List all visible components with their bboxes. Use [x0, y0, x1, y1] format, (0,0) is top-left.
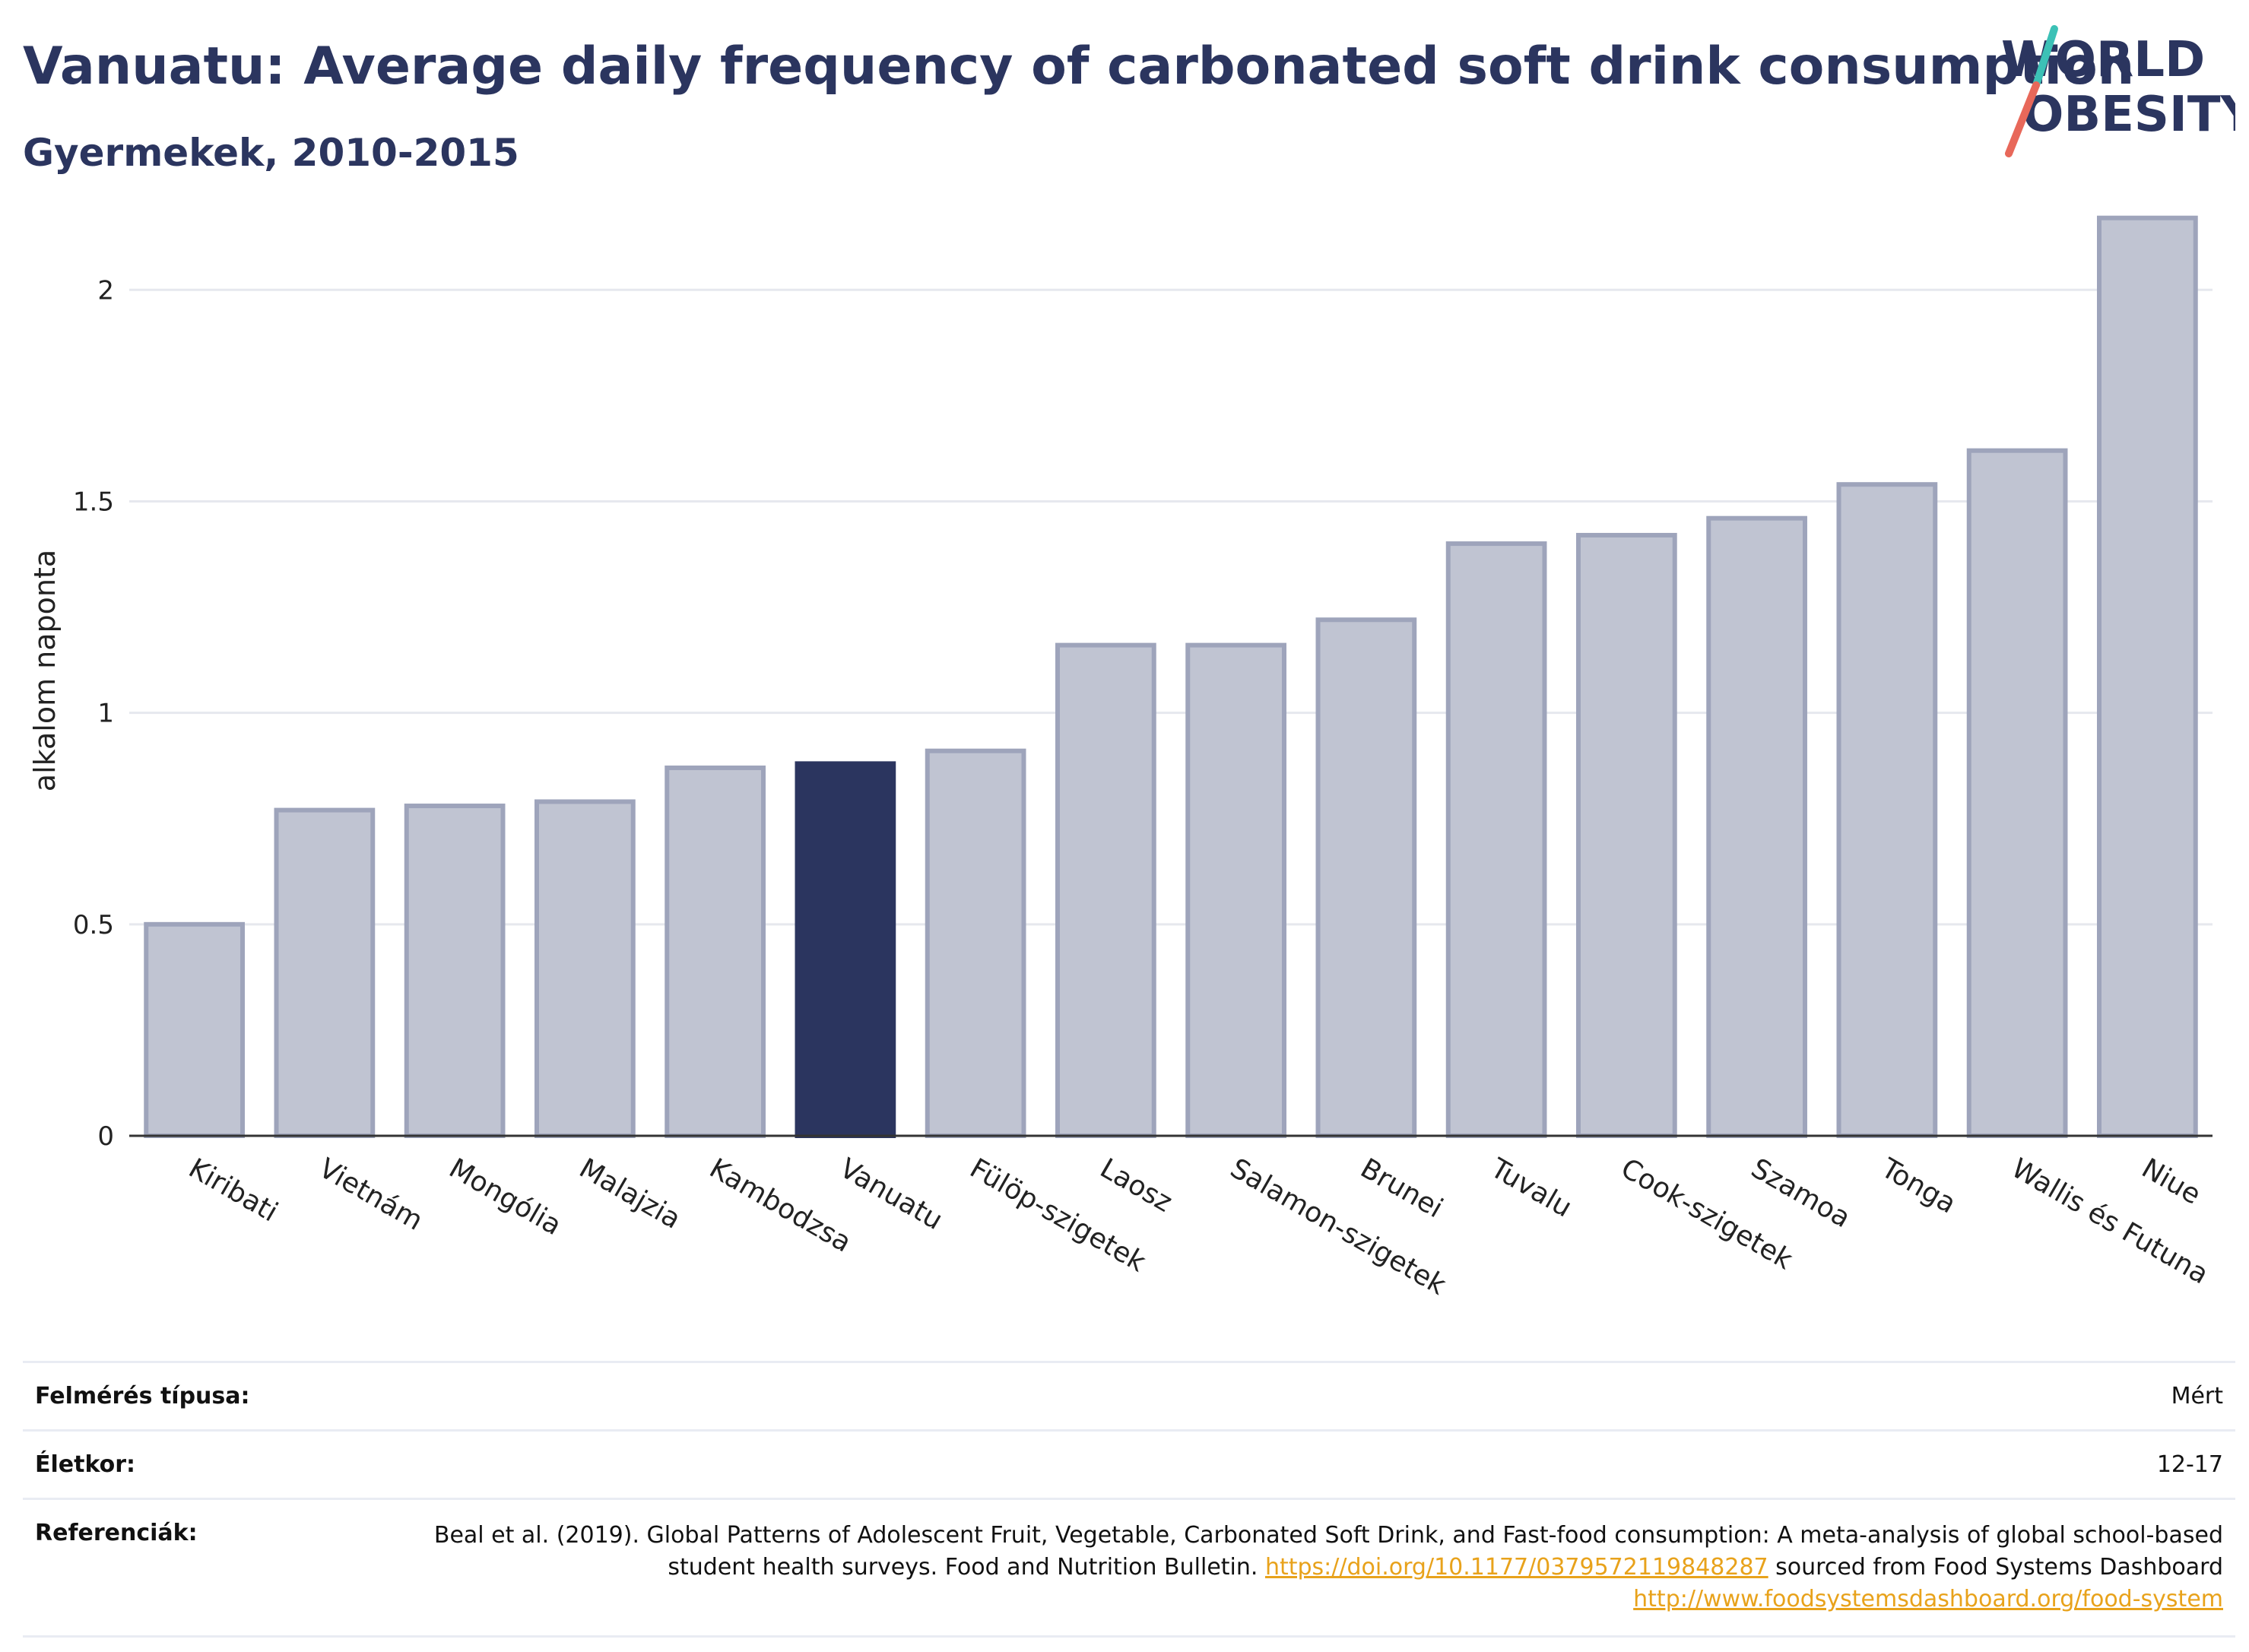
bar: [1185, 642, 1286, 1138]
bar: [274, 807, 376, 1138]
info-row-survey-type: Felmérés típusa: Mért: [23, 1361, 2235, 1429]
x-tick-label: Vietnám: [313, 1153, 427, 1237]
x-tick-label: Brunei: [1355, 1153, 1448, 1224]
y-tick-label: 1: [97, 699, 114, 729]
bar-chart: 0 0.5 1 1.5 2 Kiribati Vietnám Mongólia Malajzia…: [28, 215, 2213, 1302]
y-axis-label: alkalom naponta: [28, 550, 62, 791]
bar: [1055, 642, 1156, 1138]
bar: [1315, 617, 1417, 1138]
info-value: Mért: [2171, 1383, 2223, 1409]
info-label: Életkor:: [35, 1451, 136, 1478]
bar: [1445, 541, 1547, 1138]
x-tick-label: Vanuatu: [834, 1153, 947, 1236]
info-row-references: Referenciák: Beal et al. (2019). Global …: [23, 1498, 2235, 1638]
x-tick-label: Salamon-szigetek: [1225, 1153, 1451, 1301]
bar: [1966, 448, 2068, 1138]
reference-text: Beal et al. (2019). Global Patterns of A…: [429, 1520, 2223, 1616]
info-label: Felmérés típusa:: [35, 1383, 250, 1409]
bar: [144, 921, 245, 1139]
x-tick-label: Malajzia: [574, 1153, 686, 1235]
x-tick-label: Niue: [2136, 1153, 2206, 1210]
bar: [925, 748, 1026, 1139]
bar: [2097, 215, 2198, 1138]
chart-subtitle: Gyermekek, 2010-2015: [23, 131, 519, 175]
bar: [665, 765, 766, 1138]
reference-link-doi[interactable]: https://doi.org/10.1177/0379572119848287: [1264, 1554, 1768, 1581]
logo-slash-teal: [2032, 25, 2058, 89]
y-tick-label: 2: [97, 275, 114, 306]
info-value: 12-17: [2156, 1451, 2223, 1478]
info-table: Felmérés típusa: Mért Életkor: 12-17 Ref…: [23, 1361, 2235, 1638]
reference-text-2: sourced from Food Systems Dashboard: [1768, 1554, 2223, 1581]
logo-text-obesity: OBESITY: [2022, 87, 2235, 143]
y-tick-label: 0.5: [73, 910, 114, 940]
x-tick-label: Laosz: [1095, 1153, 1178, 1218]
bar: [795, 761, 896, 1139]
reference-link-dashboard[interactable]: http://www.foodsystemsdashboard.org/food…: [1633, 1586, 2223, 1612]
y-tick-label: 0: [97, 1121, 114, 1152]
logo-slash-coral: [2005, 81, 2040, 157]
info-label: Referenciák:: [35, 1520, 198, 1546]
x-tick-label: Tuvalu: [1485, 1153, 1577, 1224]
info-row-age: Életkor: 12-17: [23, 1429, 2235, 1498]
x-tick-label: Kambodzsa: [704, 1153, 856, 1258]
y-tick-label: 1.5: [73, 487, 114, 517]
chart-title: Vanuatu: Average daily frequency of carb…: [23, 36, 2135, 97]
world-obesity-logo: WORLD OBESITY: [2001, 25, 2235, 157]
bar: [534, 799, 636, 1139]
x-tick-label: Kiribati: [183, 1153, 283, 1228]
x-tick-label: Tonga: [1876, 1153, 1962, 1220]
bar: [1836, 482, 1938, 1138]
bar: [404, 804, 506, 1138]
x-tick-label: Szamoa: [1746, 1153, 1855, 1234]
reference-text-1: Beal et al. (2019). Global Patterns of A…: [433, 1522, 2223, 1581]
x-tick-label: Mongólia: [444, 1153, 567, 1241]
bar: [1576, 532, 1677, 1138]
bar: [1706, 515, 1807, 1138]
